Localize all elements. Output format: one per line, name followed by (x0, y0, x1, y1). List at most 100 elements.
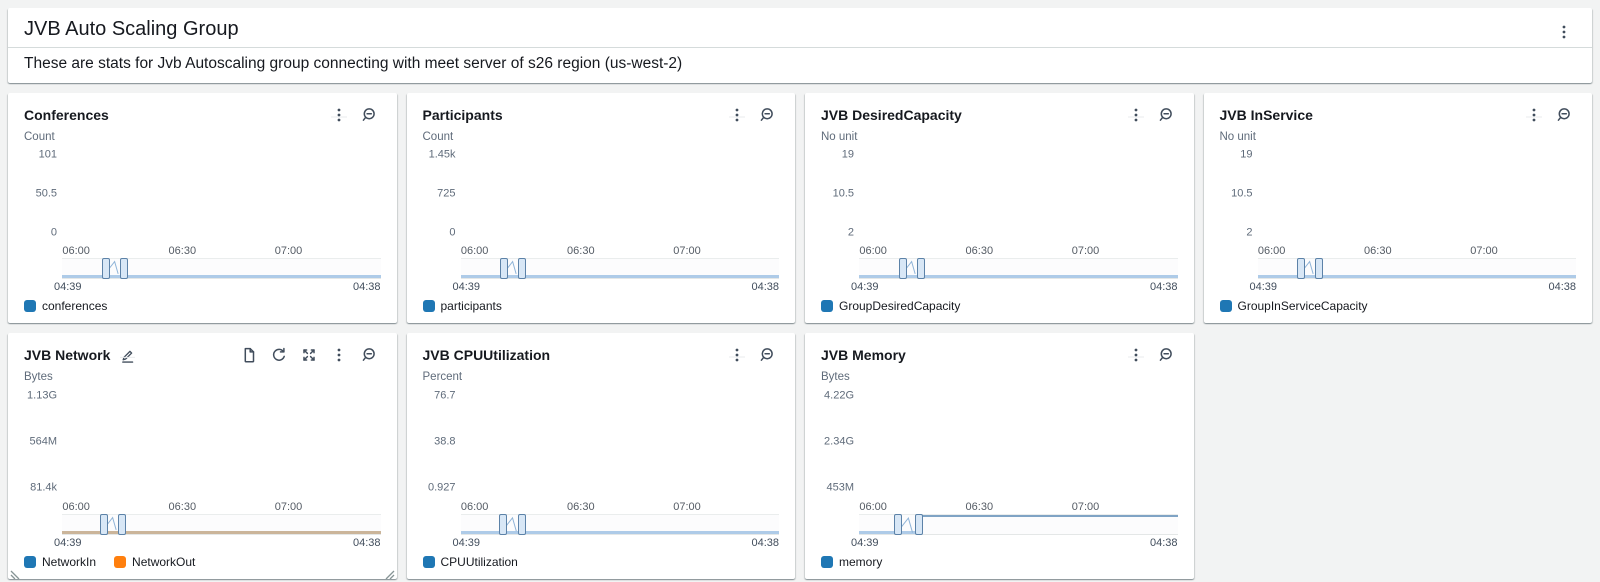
scrubber-baseline (859, 531, 918, 534)
chart-plot-area[interactable] (1258, 145, 1577, 243)
x-axis-tick-label: 06:30 (168, 501, 197, 513)
resize-handle[interactable] (385, 567, 395, 580)
scrubber-brush-handle[interactable] (500, 258, 509, 279)
chart-legend: memory (821, 555, 1178, 569)
range-start-label: 04:39 (54, 281, 82, 293)
x-axis-tick-label: 06:00 (460, 501, 489, 513)
x-axis-tick-label: 06:00 (859, 245, 887, 257)
chart-plot-area[interactable] (859, 385, 1178, 499)
legend-label: GroupDesiredCapacity (839, 299, 961, 313)
zoom-out-icon[interactable] (755, 103, 779, 127)
chart-plot-area[interactable] (859, 145, 1178, 243)
kebab-menu-icon[interactable] (1522, 103, 1546, 127)
x-axis-tick-label: 07:00 (1470, 245, 1498, 257)
legend-label: conferences (42, 299, 108, 313)
kebab-menu-icon[interactable] (1552, 20, 1576, 44)
zoom-out-icon[interactable] (1154, 343, 1178, 367)
scrubber-brush-handle[interactable] (518, 514, 526, 535)
y-axis-tick-label: 453M (826, 480, 854, 493)
zoom-out-icon[interactable] (357, 343, 381, 367)
y-axis: 76.7 38.8 0.927 (423, 385, 461, 499)
y-axis: 19 10.5 2 (1220, 145, 1258, 243)
line-chart (859, 145, 1178, 243)
legend-item[interactable]: participants (422, 299, 502, 313)
scrubber-brush-handle[interactable] (1315, 258, 1323, 279)
time-range-scrubber[interactable] (460, 258, 779, 279)
scrubber-brush-handle[interactable] (916, 258, 925, 279)
y-axis: 4.22G 2.34G 453M (821, 385, 859, 499)
file-icon[interactable] (237, 343, 261, 367)
time-range-scrubber[interactable] (460, 514, 779, 535)
scrubber-baseline (460, 275, 779, 278)
range-start-label: 04:39 (851, 281, 879, 293)
x-axis-tick-label: 06:30 (168, 245, 197, 257)
chart-plot-area[interactable] (461, 385, 780, 499)
time-range-scrubber[interactable] (859, 514, 1178, 535)
time-range-scrubber[interactable] (62, 258, 381, 279)
kebab-menu-icon[interactable] (725, 343, 749, 367)
line-chart (1258, 145, 1577, 243)
refresh-icon[interactable] (267, 343, 291, 367)
scrubber-brush-handle[interactable] (101, 258, 110, 279)
chart-plot-area[interactable] (62, 385, 381, 499)
range-end-label: 04:38 (352, 537, 381, 549)
zoom-out-icon[interactable] (1154, 103, 1178, 127)
widget-title-text: JVB DesiredCapacity (821, 107, 962, 123)
scrubber-brush-handle[interactable] (117, 514, 126, 535)
kebab-menu-icon[interactable] (327, 343, 351, 367)
y-axis-tick-label: 10.5 (1231, 187, 1253, 200)
y-axis-unit-label: No unit (821, 131, 858, 143)
zoom-out-icon[interactable] (357, 103, 381, 127)
kebab-menu-icon[interactable] (1124, 103, 1148, 127)
legend-item[interactable]: conferences (24, 299, 107, 313)
kebab-menu-icon[interactable] (327, 103, 351, 127)
scrubber-brush-handle[interactable] (100, 514, 109, 535)
y-axis: 1.13G 564M 81.4k (24, 385, 62, 499)
x-axis: 06:00 06:30 07:00 (1258, 243, 1577, 258)
time-range-scrubber[interactable] (62, 514, 381, 535)
chart-plot-area[interactable] (62, 145, 381, 243)
legend-item[interactable]: NetworkOut (114, 555, 195, 569)
chart-plot-area[interactable] (461, 145, 780, 243)
resize-handle[interactable] (10, 567, 20, 580)
edit-pencil-icon[interactable] (120, 348, 135, 363)
y-axis-tick-label: 725 (437, 187, 456, 200)
scrubber-brush-handle[interactable] (898, 258, 907, 279)
kebab-menu-icon[interactable] (725, 103, 749, 127)
widget-title: JVB CPUUtilization (423, 347, 551, 363)
widget-toolbar (1124, 103, 1178, 127)
scrubber-baseline (62, 531, 381, 534)
y-axis: 1.45k 725 0 (423, 145, 461, 243)
range-start-label: 04:39 (851, 537, 879, 549)
widget-grid: Conferences Count 101 50.5 0 06:00 06:30 07:… (8, 93, 1592, 580)
x-axis-tick-label: 06:00 (859, 501, 887, 513)
scrubber-brush-handle[interactable] (1297, 258, 1306, 279)
legend-item[interactable]: GroupDesiredCapacity (821, 299, 960, 313)
widget-title-text: Conferences (24, 107, 109, 123)
widget-title: JVB DesiredCapacity (821, 107, 962, 123)
zoom-out-icon[interactable] (755, 343, 779, 367)
chart-widget: JVB CPUUtilization Percent 76.7 38.8 0.927… (406, 333, 795, 579)
time-range-scrubber[interactable] (1257, 258, 1576, 279)
y-axis-tick-label: 101 (38, 148, 57, 161)
chart-widget: JVB Memory Bytes 4.22G 2.34G 453M 06:00 06:… (805, 333, 1194, 579)
scrubber-brush-handle[interactable] (119, 258, 128, 279)
kebab-menu-icon[interactable] (1124, 343, 1148, 367)
legend-item[interactable]: memory (821, 555, 882, 569)
y-axis: 19 10.5 2 (821, 145, 859, 243)
scrubber-brush-handle[interactable] (498, 514, 507, 535)
legend-item[interactable]: NetworkIn (24, 555, 96, 569)
chart-legend: CPUUtilization (422, 555, 780, 569)
scrubber-brush-handle[interactable] (518, 258, 526, 279)
scrubber-brush-handle[interactable] (914, 514, 923, 535)
time-range-scrubber[interactable] (859, 258, 1178, 279)
x-axis: 06:00 06:30 07:00 (62, 243, 381, 258)
line-chart (859, 385, 1178, 499)
scrubber-brush-handle[interactable] (894, 514, 903, 535)
legend-item[interactable]: GroupInServiceCapacity (1219, 299, 1368, 313)
dashboard-header: JVB Auto Scaling Group These are stats f… (8, 8, 1592, 83)
expand-icon[interactable] (297, 343, 321, 367)
zoom-out-icon[interactable] (1552, 103, 1576, 127)
widget-toolbar (1124, 343, 1178, 367)
legend-item[interactable]: CPUUtilization (422, 555, 518, 569)
